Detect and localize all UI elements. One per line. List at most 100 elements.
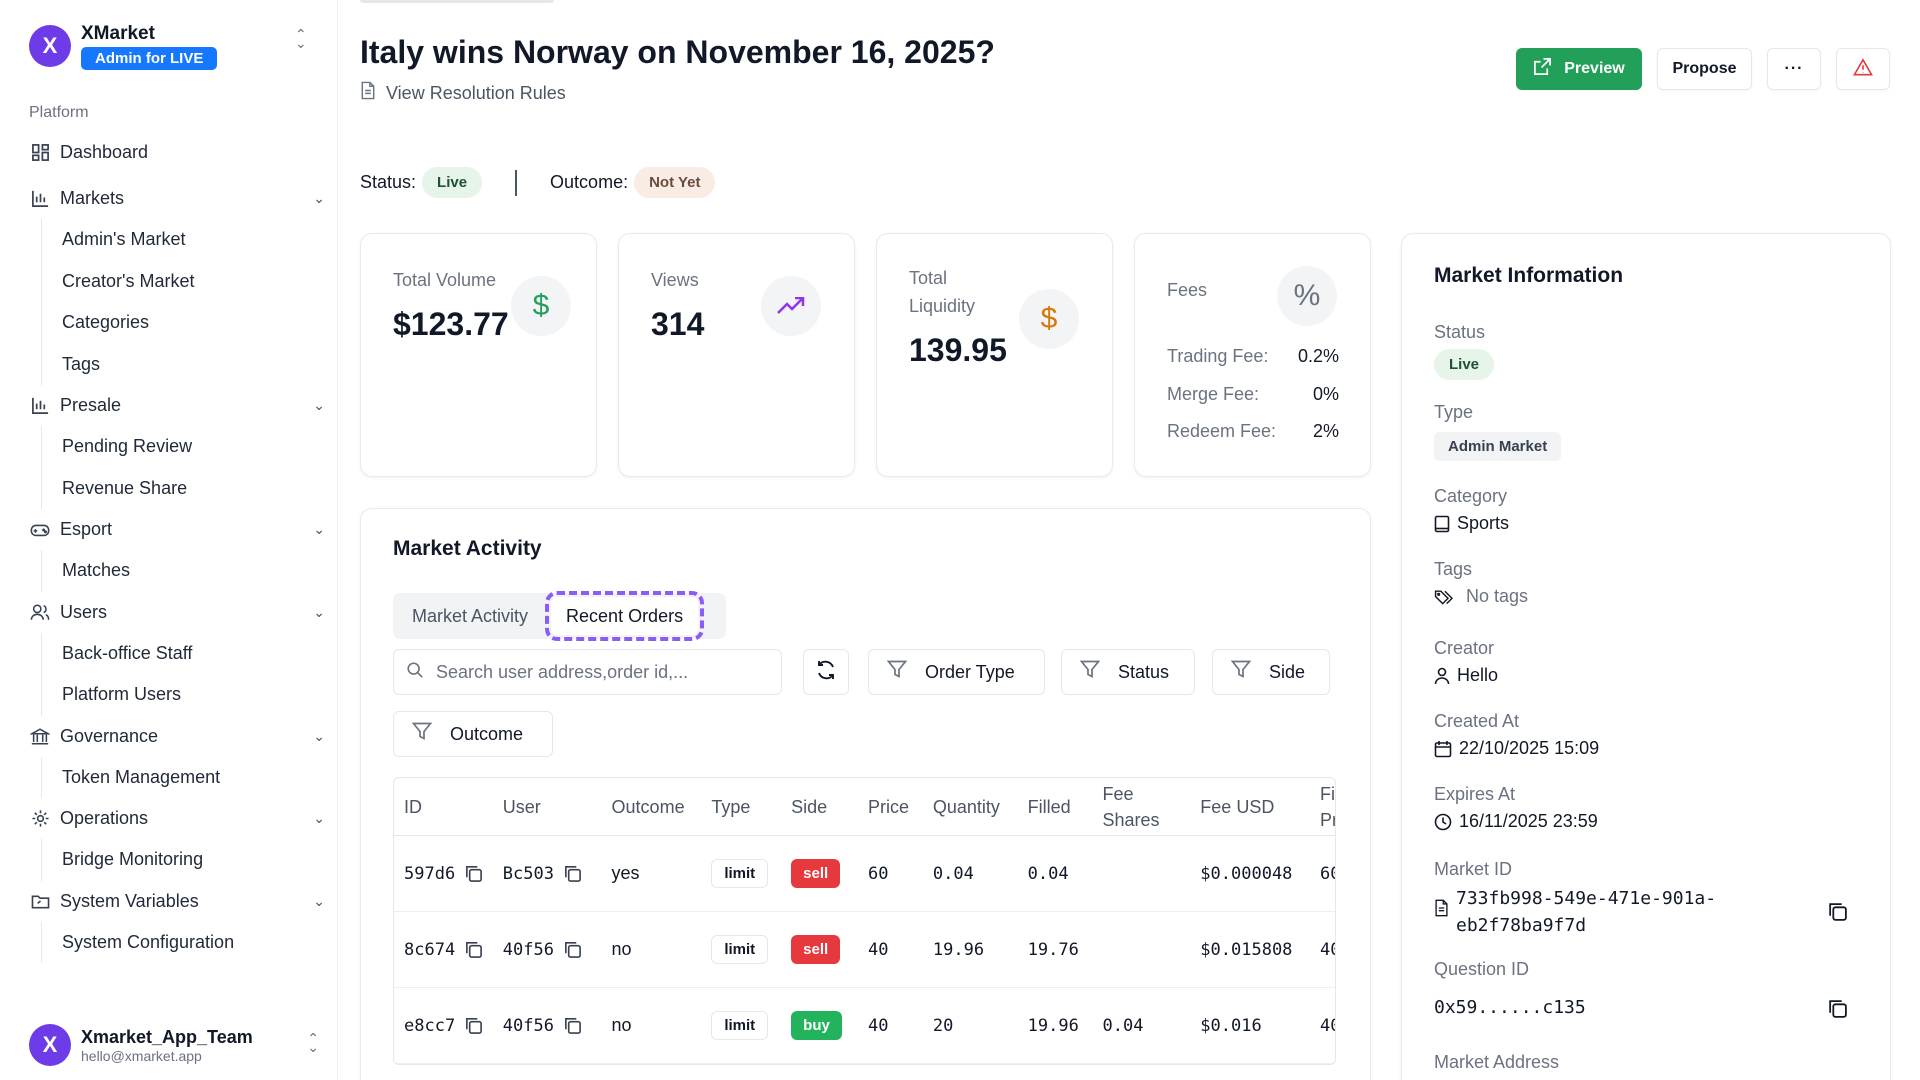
sidebar: X XMarket Admin for LIVE ⌃ ⌄ Platform Das… <box>0 0 338 1080</box>
tags-value: No tags <box>1434 586 1528 607</box>
sidebar-item-system-variables[interactable]: System Variables ⌄ <box>29 881 325 922</box>
column-header[interactable]: Side <box>791 796 828 817</box>
table-row[interactable]: 597d6 Bc503 yes limit sell 60 0.04 0.04 … <box>394 836 1335 912</box>
main-content: Italy wins Norway on November 16, 2025? … <box>338 0 1920 1080</box>
filter-label: Outcome <box>450 723 524 744</box>
status-filter[interactable]: Status <box>1061 649 1195 695</box>
refresh-icon <box>815 659 837 686</box>
chevron-up-down-icon[interactable]: ⌃ ⌄ <box>295 26 307 51</box>
side-badge: buy <box>791 1011 842 1040</box>
fee-usd-cell: $0.015808 <box>1200 939 1293 960</box>
more-options-button[interactable]: ··· <box>1767 48 1821 90</box>
copy-icon[interactable] <box>1827 901 1848 922</box>
info-label: Type <box>1434 402 1474 422</box>
operations-subnav: Bridge Monitoring <box>41 839 337 881</box>
markets-subnav: Admin's Market Creator's Market Categori… <box>41 219 337 385</box>
copy-icon[interactable] <box>563 1016 582 1035</box>
column-header[interactable]: User <box>502 796 541 817</box>
preview-button[interactable]: Preview <box>1516 48 1642 90</box>
fill-price-cell: 40 <box>1320 1015 1335 1036</box>
user-menu[interactable]: X Xmarket_App_Team hello@xmarket.app ⌃ ⌄ <box>29 1024 319 1066</box>
sidebar-item-presale[interactable]: Presale ⌄ <box>29 385 325 426</box>
price-cell: 40 <box>868 939 889 960</box>
sidebar-item-back-office-staff[interactable]: Back-office Staff <box>62 642 193 663</box>
fee-shares-cell <box>1093 836 1191 911</box>
sidebar-item-admins-market[interactable]: Admin's Market <box>62 229 186 250</box>
nav-section-label: Platform <box>29 104 89 121</box>
sidebar-item-bridge-monitoring[interactable]: Bridge Monitoring <box>62 849 204 870</box>
column-header[interactable]: Quantity <box>932 796 1000 817</box>
sidebar-item-system-configuration[interactable]: System Configuration <box>62 931 235 952</box>
copy-icon[interactable] <box>563 864 582 883</box>
column-header[interactable]: Outcome <box>611 796 685 817</box>
chevron-down-icon: ⌄ <box>313 603 325 620</box>
column-header[interactable]: Fee Shares <box>1102 783 1160 830</box>
order-id: 597d6 <box>394 836 493 911</box>
brand-logo: X <box>29 25 71 67</box>
copy-icon[interactable] <box>563 940 582 959</box>
refresh-button[interactable] <box>803 649 849 695</box>
sidebar-item-operations[interactable]: Operations ⌄ <box>29 798 325 839</box>
column-header[interactable]: Price <box>868 796 910 817</box>
status-badge: Live <box>422 167 483 198</box>
fee-usd-cell: $0.016 <box>1200 1015 1262 1036</box>
status-row: Status: Live Outcome: Not Yet <box>360 167 716 198</box>
fill-price-cell: 60 <box>1320 863 1335 884</box>
sidebar-item-platform-users[interactable]: Platform Users <box>62 684 182 705</box>
column-header[interactable]: Fi Pr <box>1320 783 1335 830</box>
fee-list: Trading Fee: 0.2% Merge Fee: 0% Redeem Fee… <box>1167 338 1339 451</box>
type-badge: Admin Market <box>1434 432 1562 461</box>
fee-usd-cell: $0.000048 <box>1200 863 1293 884</box>
stat-label: Views <box>651 270 699 290</box>
copy-icon[interactable] <box>464 940 483 959</box>
sidebar-item-esport[interactable]: Esport ⌄ <box>29 509 325 550</box>
side-filter[interactable]: Side <box>1212 649 1330 695</box>
sidebar-item-token-management[interactable]: Token Management <box>62 766 221 787</box>
folder-icon <box>29 890 51 912</box>
sidebar-item-revenue-share[interactable]: Revenue Share <box>62 477 188 498</box>
sidebar-item-governance[interactable]: Governance ⌄ <box>29 716 325 757</box>
table-row[interactable]: e8cc7 40f56 no limit buy 40 20 19.96 0.0… <box>394 988 1335 1064</box>
table-header: ID User Outcome Type Side Price Quantity… <box>394 778 1335 836</box>
order-type-filter[interactable]: Order Type <box>868 649 1045 695</box>
sidebar-item-users[interactable]: Users ⌄ <box>29 592 325 633</box>
stat-value: 139.95 <box>909 332 1007 368</box>
type-cell: limit <box>701 912 781 987</box>
sidebar-item-matches[interactable]: Matches <box>62 560 131 581</box>
column-header[interactable]: Type <box>711 796 751 817</box>
propose-button[interactable]: Propose <box>1657 48 1752 90</box>
creator-value[interactable]: Hello <box>1434 665 1498 686</box>
copy-icon[interactable] <box>1827 998 1848 1019</box>
copy-icon[interactable] <box>464 1016 483 1035</box>
sidebar-item-markets[interactable]: Markets ⌄ <box>29 178 325 219</box>
tab-recent-orders[interactable]: Recent Orders <box>545 591 705 641</box>
clock-icon <box>1434 813 1452 831</box>
sidebar-item-dashboard[interactable]: Dashboard <box>29 132 325 173</box>
table-row[interactable]: 8c674 40f56 no limit sell 40 19.96 19.76… <box>394 912 1335 988</box>
esport-subnav: Matches <box>41 550 337 592</box>
column-header[interactable]: Filled <box>1027 796 1071 817</box>
column-header[interactable]: ID <box>404 796 422 817</box>
bank-icon <box>29 725 51 747</box>
outcome-filter[interactable]: Outcome <box>393 711 553 757</box>
column-header[interactable]: Fee USD <box>1200 796 1275 817</box>
sidebar-item-creators-market[interactable]: Creator's Market <box>62 270 195 291</box>
fee-shares-cell: 0.04 <box>1102 1015 1144 1036</box>
ellipsis-icon: ··· <box>1784 60 1804 77</box>
search-input[interactable]: Search user address,order id,... <box>393 649 782 695</box>
price-cell: 60 <box>868 863 889 884</box>
view-resolution-rules-link[interactable]: View Resolution Rules <box>360 81 566 105</box>
views-card: Views 314 <box>618 233 855 477</box>
chevron-up-down-icon[interactable]: ⌃ ⌄ <box>307 1030 319 1055</box>
sidebar-item-pending-review[interactable]: Pending Review <box>62 436 193 457</box>
side-cell: buy <box>781 988 858 1063</box>
sidebar-item-categories[interactable]: Categories <box>62 312 150 333</box>
section-title: Market Information <box>1434 264 1624 287</box>
brand-switcher[interactable]: X XMarket Admin for LIVE <box>29 0 337 88</box>
copy-icon[interactable] <box>464 864 483 883</box>
report-button[interactable] <box>1836 48 1890 90</box>
tab-market-activity[interactable]: Market Activity <box>412 605 529 626</box>
user-address: Bc503 <box>493 836 602 911</box>
sidebar-item-tags[interactable]: Tags <box>62 353 101 374</box>
user-address: 40f56 <box>493 912 602 987</box>
